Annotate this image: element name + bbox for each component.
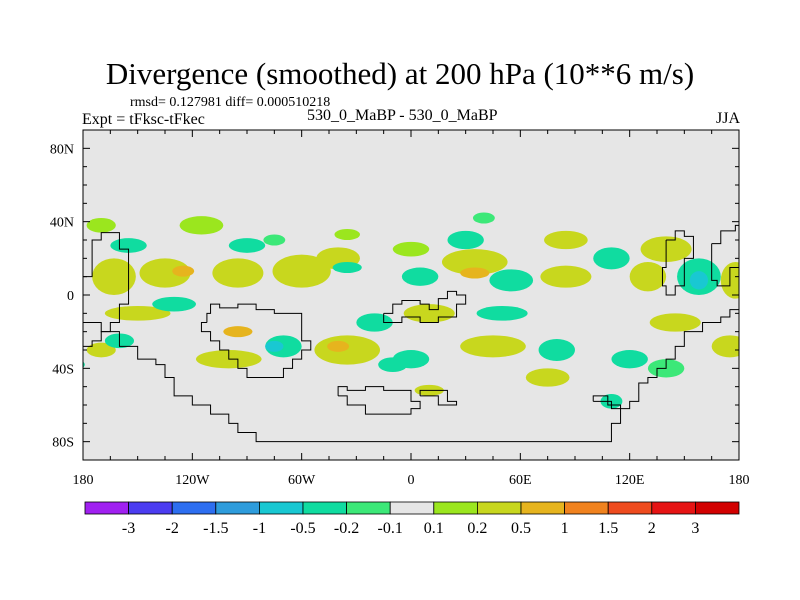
colorbar-swatch: [346, 501, 391, 515]
contour-region: [489, 269, 534, 292]
colorbar-label: 2: [648, 520, 656, 537]
colorbar-swatch: [215, 501, 260, 515]
contour-region: [212, 258, 264, 288]
colorbar-label: -0.2: [334, 520, 359, 537]
contour-region: [593, 247, 630, 270]
contour-region: [92, 258, 136, 295]
colorbar-label: -0.1: [378, 520, 403, 537]
contour-region: [611, 350, 648, 369]
colorbar-label: 1: [561, 520, 569, 537]
contour-region: [649, 313, 701, 332]
x-tick-label: 60W: [288, 473, 316, 488]
colorbar-swatch: [433, 501, 478, 515]
colorbar-swatch: [84, 501, 129, 515]
colorbar-label: 0.1: [424, 520, 444, 537]
coastline: [711, 224, 739, 287]
colorbar-swatch: [171, 501, 217, 515]
coastline: [83, 304, 739, 443]
expt-text: Expt = tFksc-tFkec: [82, 111, 205, 128]
contour-region: [265, 340, 284, 352]
case-names: 530_0_MaBP - 530_0_MaBP: [307, 107, 498, 124]
contour-region: [629, 262, 667, 292]
colorbar-label: -1.5: [203, 520, 228, 537]
contour-region: [263, 234, 286, 246]
contour-region: [228, 238, 266, 253]
contour-region: [172, 265, 195, 277]
coastline: [200, 303, 312, 378]
contour-region: [152, 296, 196, 312]
coastline: [419, 389, 458, 406]
colorbar-swatch: [258, 501, 304, 515]
contour-region: [540, 265, 592, 288]
axes: 180 120W 60W 0 60E 120E 180 80N 40N 0 40S 80S: [50, 129, 750, 488]
colorbar-label: -0.5: [290, 520, 315, 537]
contour-region: [544, 230, 588, 250]
contour-region: [447, 230, 484, 250]
contour-region: [86, 342, 116, 358]
contour-region: [139, 258, 191, 288]
colorbar-label: 0.5: [511, 520, 531, 537]
x-tick-label: 180: [73, 473, 94, 488]
x-tick-label: 0: [408, 473, 415, 488]
contour-region: [403, 304, 455, 323]
contour-region: [179, 216, 224, 235]
y-tick-label: 0: [67, 289, 74, 304]
coastline: [383, 290, 467, 323]
contour-region: [401, 267, 439, 286]
colorbar-label: 0.2: [467, 520, 487, 537]
plot-area: [83, 130, 739, 460]
contour-region: [538, 339, 575, 361]
colorbar: -3 -2 -1.5 -1 -0.5 -0.2 -0.1 0.1 0.2 0.5 1 1.5 2 3: [84, 501, 740, 537]
colorbar-label: -1: [253, 520, 266, 537]
y-tick-label: 40N: [50, 216, 74, 231]
contour-region: [332, 262, 362, 273]
contour-region: [476, 306, 528, 321]
contour-region: [460, 267, 490, 279]
contour-region: [689, 271, 709, 290]
contour-region: [314, 335, 381, 365]
y-tick-label: 80S: [52, 436, 74, 451]
colorbar-label: -2: [166, 520, 179, 537]
y-tick-label: 40S: [52, 362, 74, 377]
colorbar-swatch: [607, 501, 653, 515]
colorbar-swatch: [476, 501, 522, 515]
x-tick-label: 180: [729, 473, 750, 488]
x-tick-label: 120E: [615, 473, 645, 488]
contour-region: [86, 218, 116, 233]
contour-region: [525, 368, 570, 387]
coastlines: [83, 224, 739, 443]
coastline: [592, 395, 622, 410]
colorbar-swatch: [520, 501, 565, 515]
stats-text: rmsd= 0.127981 diff= 0.000510218: [130, 95, 331, 110]
contour-region: [272, 254, 331, 288]
colorbar-swatch: [651, 501, 696, 515]
contour-region: [392, 241, 430, 257]
coastline: [661, 230, 694, 296]
contour-region: [223, 326, 253, 338]
colorbar-swatch: [302, 501, 347, 515]
x-tick-label: 120W: [175, 473, 210, 488]
colorbar-swatch: [389, 501, 435, 515]
coastline: [337, 386, 421, 415]
colorbar-swatch: [695, 501, 740, 515]
contour-region: [327, 340, 350, 352]
contour-region: [441, 249, 508, 275]
coastline: [83, 232, 130, 350]
colorbar-swatch: [128, 501, 173, 515]
colorbar-label: -3: [122, 520, 135, 537]
colorbar-swatch: [564, 501, 609, 515]
colorbar-label: 1.5: [598, 520, 618, 537]
contour-region: [104, 306, 171, 321]
contour-region: [378, 357, 408, 372]
chart-title: Divergence (smoothed) at 200 hPa (10**6 …: [105, 56, 695, 91]
contour-region: [460, 335, 526, 358]
y-tick-label: 80N: [50, 142, 74, 157]
season-label: JJA: [716, 110, 741, 127]
contour-region: [334, 229, 360, 240]
x-tick-label: 60E: [509, 473, 532, 488]
contour-region: [711, 335, 739, 358]
colorbar-label: 3: [691, 520, 699, 537]
contour-region: [472, 212, 495, 224]
